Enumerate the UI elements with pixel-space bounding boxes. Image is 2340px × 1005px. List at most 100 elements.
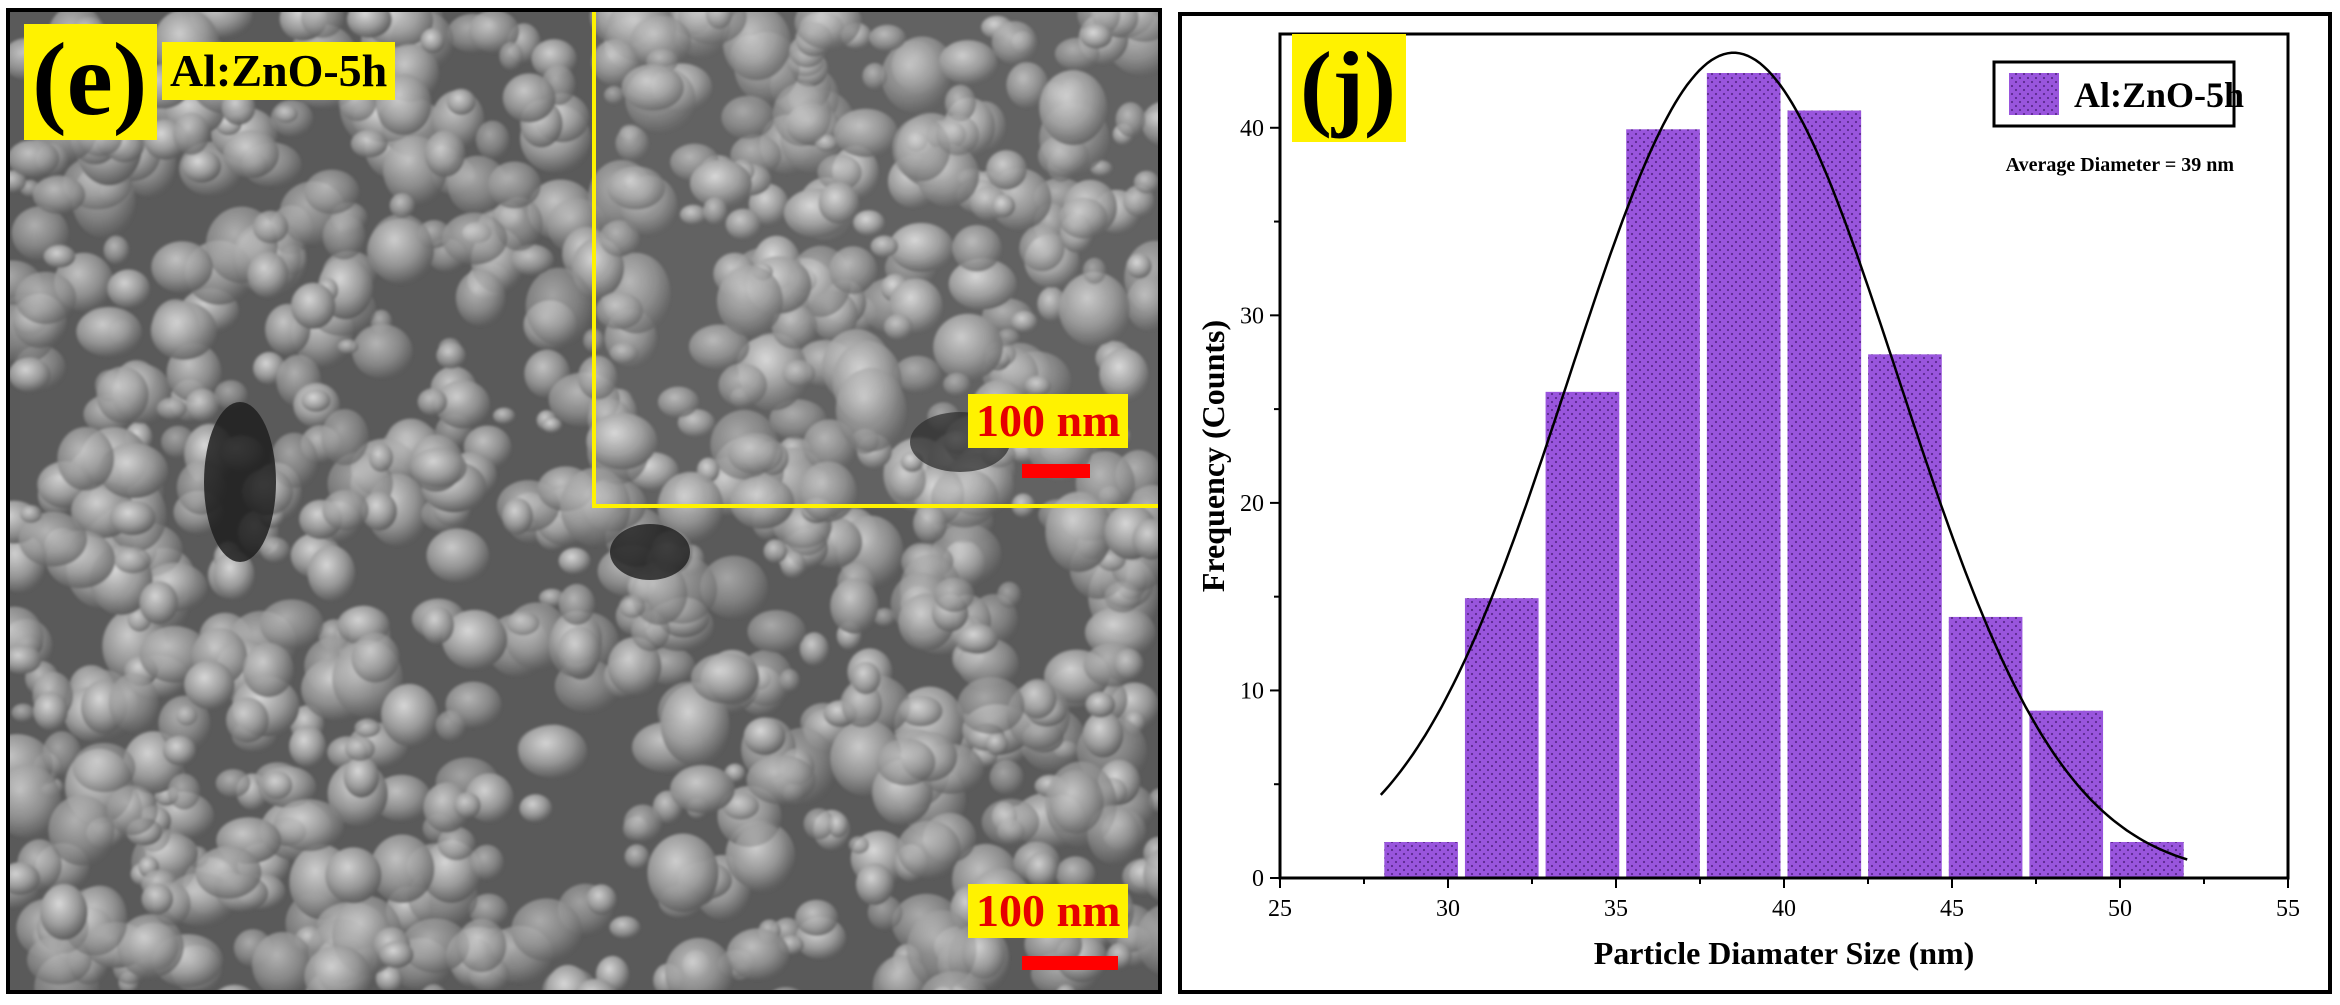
sem-grain xyxy=(747,610,806,653)
histogram-bar xyxy=(2026,707,2107,880)
sem-grain xyxy=(259,599,324,649)
sem-grain xyxy=(1037,286,1067,321)
sem-grain xyxy=(162,735,196,766)
x-tick-label: 35 xyxy=(1604,896,1628,922)
sem-grain xyxy=(417,388,448,416)
sem-grain xyxy=(763,539,788,563)
sem-grain xyxy=(883,314,913,340)
sem-grain xyxy=(728,433,784,474)
sem-grain xyxy=(989,760,1024,795)
sem-grain xyxy=(525,267,593,346)
panel-letter-e: (e) xyxy=(24,24,158,140)
sem-grain xyxy=(289,725,326,767)
sem-grain xyxy=(691,653,759,704)
sem-grain xyxy=(721,95,775,139)
histogram-bar xyxy=(1784,107,1865,880)
sem-grain xyxy=(833,108,898,158)
x-tick-label: 45 xyxy=(1940,896,1964,922)
histogram-panel: 25 30 35 40 45 50 55 0 10 20 30 40 Particle Diamate… xyxy=(1178,12,2332,994)
sem-grain xyxy=(176,705,198,726)
sem-grain xyxy=(502,497,533,535)
sem-grain xyxy=(933,313,1003,381)
sem-grain xyxy=(389,193,415,219)
x-tick-label: 30 xyxy=(1436,896,1460,922)
sem-grain xyxy=(829,246,878,295)
histogram-chart: 25 30 35 40 45 50 55 0 10 20 30 40 Particle Diamate… xyxy=(1195,32,2300,971)
sem-grain xyxy=(1136,905,1158,974)
sem-grain xyxy=(621,64,684,111)
sem-grain xyxy=(817,154,862,191)
sem-grain xyxy=(799,632,829,666)
sem-grain xyxy=(502,73,556,123)
sem-grain xyxy=(325,847,382,904)
sem-grain xyxy=(705,12,733,29)
legend-label: Al:ZnO-5h xyxy=(2074,75,2244,115)
histogram-bar xyxy=(1542,388,1623,880)
x-tick-label: 50 xyxy=(2108,896,2132,922)
sem-grain xyxy=(370,834,435,904)
sem-grain xyxy=(557,626,601,678)
sem-grain xyxy=(141,883,174,915)
sem-grain xyxy=(746,755,816,805)
sem-grain xyxy=(139,581,179,625)
panel-letter-j: (j) xyxy=(1292,34,1406,142)
sem-grain xyxy=(647,833,719,913)
sem-grain xyxy=(350,129,388,158)
sem-grain xyxy=(881,40,950,113)
sem-grain xyxy=(1045,491,1113,573)
sem-grain xyxy=(215,769,251,798)
sem-grain xyxy=(577,355,618,400)
sem-grain xyxy=(455,269,506,326)
sem-grain xyxy=(1085,691,1116,718)
sem-grain xyxy=(1038,135,1089,177)
sem-grain xyxy=(897,820,961,879)
sem-grain xyxy=(670,765,735,814)
sem-grain xyxy=(436,342,466,369)
sem-grain xyxy=(1056,856,1096,892)
sem-grain xyxy=(657,386,699,418)
sem-grain xyxy=(117,914,184,979)
sem-grain xyxy=(351,632,400,683)
sem-grain xyxy=(873,608,896,627)
sem-grain xyxy=(876,738,936,786)
sem-grain xyxy=(107,269,150,309)
sem-grain xyxy=(469,893,509,928)
sem-grain xyxy=(321,409,369,466)
sem-grain xyxy=(422,984,445,990)
sem-grain xyxy=(1099,348,1149,401)
sem-grain xyxy=(10,764,61,838)
sem-grain xyxy=(619,594,646,619)
sem-grain xyxy=(1113,648,1144,680)
sem-grain xyxy=(352,324,413,379)
main-scale-label: 100 nm xyxy=(968,884,1129,938)
sem-grain xyxy=(103,235,130,265)
sem-grain xyxy=(1132,519,1158,560)
sem-grain xyxy=(1019,224,1065,272)
sem-grain xyxy=(606,166,666,210)
sem-grain xyxy=(818,182,859,224)
y-tick-label: 40 xyxy=(1240,116,1264,142)
sem-grain xyxy=(156,397,187,420)
sem-grain xyxy=(586,413,658,470)
sem-grain xyxy=(870,235,899,258)
sem-grain xyxy=(933,577,975,612)
sem-grain xyxy=(558,547,591,575)
sem-grain xyxy=(782,360,816,387)
histogram-bar xyxy=(1703,70,1784,880)
sem-grain xyxy=(1080,23,1113,49)
sem-grain xyxy=(726,928,790,980)
sem-grain xyxy=(14,271,77,325)
sem-grain xyxy=(354,718,381,738)
sem-grain xyxy=(11,703,35,722)
sem-grain xyxy=(361,491,398,531)
sem-grain xyxy=(322,212,366,260)
sem-grain xyxy=(795,899,838,936)
sem-grain xyxy=(108,673,159,733)
legend: Al:ZnO-5h xyxy=(1992,60,2244,128)
sem-grain xyxy=(997,581,1021,608)
sem-grain xyxy=(19,505,43,523)
sem-grain xyxy=(956,623,999,654)
sem-grain xyxy=(343,756,380,798)
sem-grain xyxy=(943,373,971,396)
sem-grain xyxy=(794,12,861,50)
